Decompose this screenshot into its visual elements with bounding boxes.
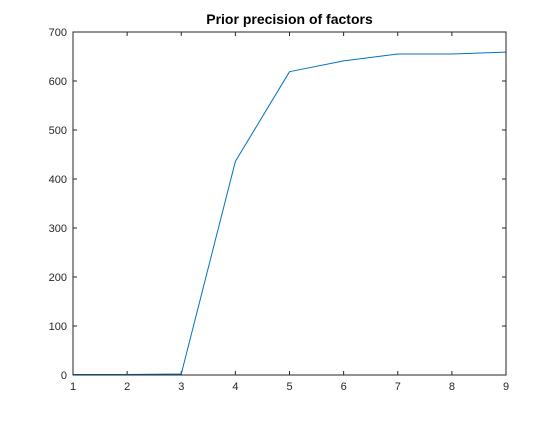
x-tick-label: 5 (286, 381, 292, 393)
y-tick-label: 500 (49, 125, 67, 137)
x-tick-label: 6 (341, 381, 347, 393)
y-tick-label: 100 (49, 321, 67, 333)
x-tick-label: 2 (124, 381, 130, 393)
plot-area (73, 32, 506, 375)
x-tick-label: 4 (232, 381, 238, 393)
x-tick-label: 7 (395, 381, 401, 393)
x-tick-label: 9 (503, 381, 509, 393)
chart-title: Prior precision of factors (206, 11, 373, 27)
x-tick-label: 3 (178, 381, 184, 393)
y-tick-label: 0 (61, 370, 67, 382)
y-tick-label: 700 (49, 27, 67, 39)
y-tick-label: 300 (49, 223, 67, 235)
x-tick-label: 1 (70, 381, 76, 393)
y-tick-label: 400 (49, 174, 67, 186)
y-tick-label: 200 (49, 272, 67, 284)
x-tick-label: 8 (449, 381, 455, 393)
y-tick-label: 600 (49, 76, 67, 88)
